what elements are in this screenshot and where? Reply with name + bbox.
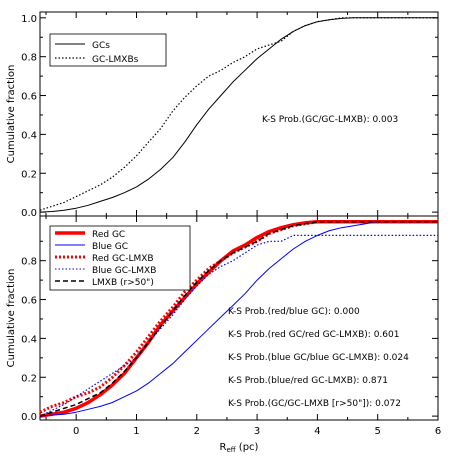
- top-ks-annotation: K-S Prob.(GC/GC-LMXB): 0.003: [262, 115, 398, 125]
- y-tick-label: 0.6: [21, 296, 37, 307]
- bottom-legend-box: [49, 225, 191, 291]
- legend-label-red-gc-lmxb: Red GC-LMXB: [92, 254, 154, 264]
- x-tick-label: 4: [314, 426, 320, 437]
- legend-label-red-gc: Red GC: [92, 230, 125, 240]
- y-tick-label: 1.0: [21, 14, 37, 25]
- ks-annotation-gc-lmxb-r50: K-S Prob.(GC/GC-LMXB [r>50"]): 0.072: [228, 399, 401, 409]
- bottom-panel: 0 1 2 3 4 5 6 0.0 0.2 0.4 0.6 0.8 Red GC Blue GC Re…: [6, 215, 441, 454]
- x-axis-label-unit: (pc): [236, 442, 259, 453]
- legend-label-gc-lmxbs: GC-LMXBs: [92, 55, 139, 65]
- x-axis-label-subscript: eff: [226, 446, 235, 454]
- series-line-gcs: [39, 17, 438, 213]
- x-tick-label: 6: [435, 426, 441, 437]
- series-line-lmxb-r-50: [39, 221, 438, 417]
- legend-label-blue-gc: Blue GC: [92, 242, 128, 252]
- y-tick-label: 0.4: [21, 130, 37, 141]
- legend-label-lmxb-r50: LMXB (r>50"): [92, 278, 154, 288]
- x-tick-label: 3: [254, 426, 260, 437]
- ks-annotation-blue-red-lmxb: K-S Prob.(blue/red GC-LMXB): 0.871: [228, 376, 388, 386]
- x-tick-label: 2: [194, 426, 200, 437]
- legend-label-gcs: GCs: [92, 41, 110, 51]
- bottom-legend: Red GC Blue GC Red GC-LMXB Blue GC-LMXB …: [49, 225, 191, 291]
- y-tick-label: 0.8: [21, 257, 37, 268]
- x-axis-label: Reff (pc): [220, 442, 259, 454]
- x-tick-label: 5: [375, 426, 381, 437]
- y-tick-label: 0.4: [21, 334, 37, 345]
- legend-label-blue-gc-lmxb: Blue GC-LMXB: [92, 266, 156, 276]
- top-series-lines: [39, 17, 438, 213]
- y-tick-label: 0.2: [21, 373, 37, 384]
- bottom-axis-ticks: 0 1 2 3 4 5 6 0.0 0.2 0.4 0.6 0.8: [21, 216, 441, 437]
- top-y-axis-label: Cumulative fraction: [6, 65, 17, 164]
- ks-annotation-red-blue-gc: K-S Prob.(red/blue GC): 0.000: [228, 307, 360, 317]
- bottom-series-lines: [39, 220, 438, 418]
- y-tick-label: 0.6: [21, 92, 37, 103]
- ks-annotation-red-gc-red-lmxb: K-S Prob.(red GC/red GC-LMXB): 0.601: [228, 330, 399, 340]
- x-tick-label: 1: [133, 426, 139, 437]
- bottom-plot-frame: [39, 215, 439, 421]
- top-axis-ticks: 0.0 0.2 0.4 0.6 0.8 1.0: [21, 12, 439, 219]
- top-legend: GCs GC-LMXBs: [49, 33, 167, 67]
- ks-annotation-blue-gc-blue-lmxb: K-S Prob.(blue GC/blue GC-LMXB): 0.024: [228, 353, 409, 363]
- x-tick-label: 0: [73, 426, 79, 437]
- y-tick-label: 0.8: [21, 53, 37, 64]
- top-legend-box: [49, 33, 167, 67]
- y-tick-label: 0.2: [21, 169, 37, 180]
- bottom-y-axis-label: Cumulative fraction: [6, 269, 17, 368]
- y-tick-label: 0.0: [21, 412, 37, 423]
- series-line-blue-gc: [39, 221, 438, 417]
- x-axis-label-r: R: [220, 442, 227, 453]
- y-tick-label: 0.0: [21, 208, 37, 219]
- top-panel: 0.0 0.2 0.4 0.6 0.8 1.0 GCs GC-LMXBs K-S Prob…: [6, 11, 439, 219]
